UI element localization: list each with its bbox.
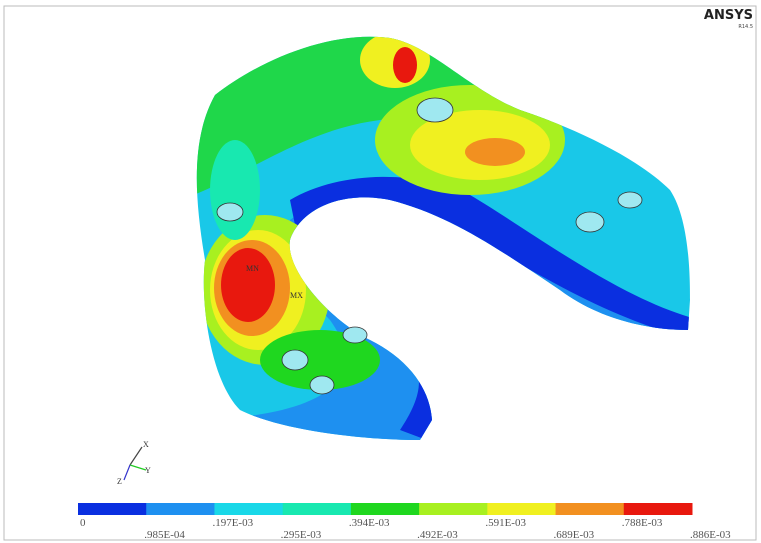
legend-swatch: [146, 503, 215, 515]
legend-label: .788E-03: [622, 517, 663, 529]
legend-swatch: [487, 503, 556, 515]
legend-label: .295E-03: [281, 529, 322, 541]
legend: 0 .985E-04 .197E-03 .295E-03 .394E-03 .492E-0…: [78, 503, 731, 541]
legend-swatch: [283, 503, 352, 515]
triad-y: Y: [145, 466, 151, 475]
version: R14.5: [738, 24, 753, 30]
triad-x: X: [143, 440, 149, 449]
plot-canvas: ANSYS R14.5 MN MX X: [0, 0, 761, 543]
legend-label: .886E-03: [690, 529, 731, 541]
legend-swatch: [624, 503, 693, 515]
legend-swatch: [78, 503, 147, 515]
triad: [124, 447, 146, 480]
model: [180, 20, 700, 460]
legend-label: .985E-04: [144, 529, 185, 541]
legend-swatch: [556, 503, 625, 515]
legend-swatch: [214, 503, 283, 515]
legend-label: .197E-03: [212, 517, 253, 529]
max-label: MX: [290, 291, 303, 300]
min-label: MN: [246, 264, 259, 273]
brand: ANSYS: [704, 8, 753, 23]
triad-z: Z: [117, 477, 122, 486]
legend-label: 0: [80, 517, 86, 529]
legend-label: .689E-03: [554, 529, 595, 541]
legend-swatch: [351, 503, 420, 515]
ansys-plot: ANSYS R14.5 MN MX X: [0, 0, 761, 543]
legend-label: .591E-03: [485, 517, 526, 529]
legend-label: .492E-03: [417, 529, 458, 541]
legend-swatch: [419, 503, 488, 515]
legend-label: .394E-03: [349, 517, 390, 529]
